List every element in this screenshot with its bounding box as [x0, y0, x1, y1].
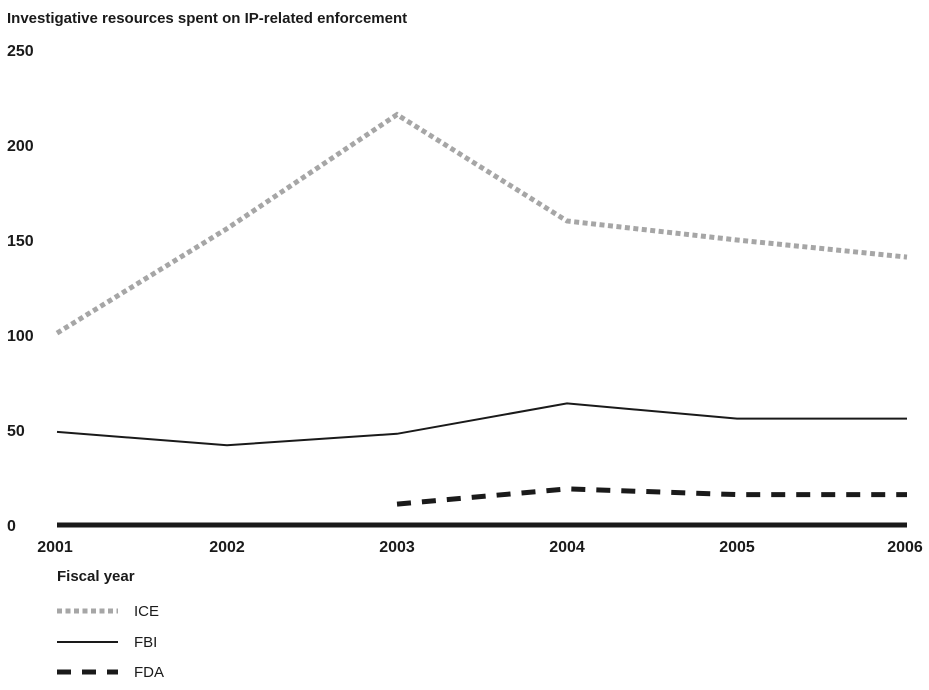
x-axis-label: Fiscal year — [57, 568, 135, 585]
y-tick-label: 150 — [7, 233, 34, 250]
y-tick-label: 50 — [7, 423, 25, 440]
legend-label-fbi: FBI — [134, 634, 157, 651]
legend-label-fda: FDA — [134, 664, 164, 681]
y-tick-label: 0 — [7, 518, 16, 535]
chart-title: Investigative resources spent on IP-rela… — [7, 10, 407, 27]
x-tick-label: 2003 — [379, 539, 415, 556]
x-tick-label: 2001 — [37, 539, 73, 556]
x-tick-label: 2004 — [549, 539, 585, 556]
x-tick-label: 2002 — [209, 539, 245, 556]
y-tick-label: 200 — [7, 138, 34, 155]
x-tick-label: 2006 — [887, 539, 923, 556]
legend-label-ice: ICE — [134, 603, 159, 620]
series-line-fbi — [57, 403, 907, 445]
y-tick-label: 250 — [7, 43, 34, 60]
series-line-fda — [397, 489, 907, 504]
series-line-ice — [57, 115, 907, 334]
y-tick-label: 100 — [7, 328, 34, 345]
x-tick-label: 2005 — [719, 539, 755, 556]
